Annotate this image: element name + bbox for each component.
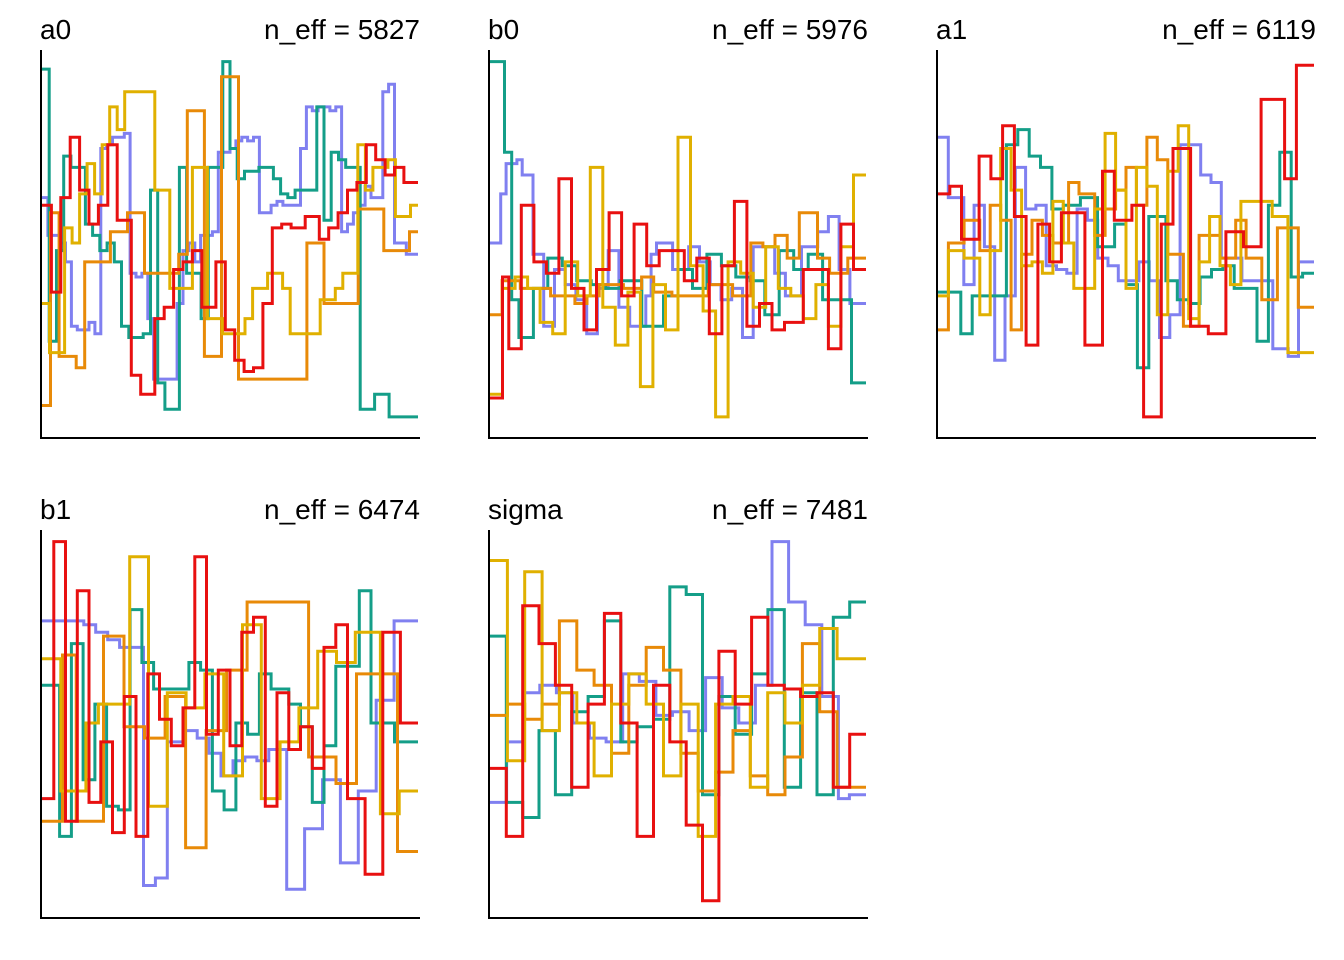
trace-line-series-4 [42,90,418,355]
panel-b0: b0 n_eff = 5976 [488,10,888,450]
trace-line-series-1 [490,540,866,804]
chart-area [40,530,420,919]
chart-area [488,50,868,439]
chart-area [936,50,1316,439]
trace-line-series-3 [490,619,866,797]
trace-line-series-5 [938,63,1314,419]
trace-line-series-5 [42,540,418,876]
n-eff-label: n_eff = 7481 [712,494,868,525]
trace-line-series-5 [490,177,866,400]
panel-a1: a1 n_eff = 6119 [936,10,1336,450]
trace-line-series-4 [42,555,418,816]
panel-b1: b1 n_eff = 6474 [40,490,440,930]
n-eff-label: n_eff = 6119 [1162,14,1316,45]
trace-line-series-4 [938,124,1314,355]
panel-title: sigma [488,494,563,525]
trace-line-series-5 [42,135,418,396]
trace-line-series-2 [490,585,866,819]
panel-title: a1 [936,14,968,45]
chart-area [488,530,868,919]
trace-line-series-2 [42,60,418,419]
chart-area [40,50,420,439]
trace-line-series-2 [938,128,1314,370]
panel-title: b1 [40,494,72,525]
panel-title: a0 [40,14,72,45]
panel-title: b0 [488,14,520,45]
n-eff-label: n_eff = 6474 [264,494,420,525]
trace-line-series-3 [42,75,418,407]
panel-sigma: sigma n_eff = 7481 [488,490,888,930]
trace-line-series-1 [42,619,418,891]
n-eff-label: n_eff = 5827 [264,14,420,45]
trace-line-series-4 [490,559,866,838]
n-eff-label: n_eff = 5976 [712,14,868,45]
panel-a0: a0 n_eff = 5827 [40,10,440,450]
trace-line-series-5 [490,604,866,903]
